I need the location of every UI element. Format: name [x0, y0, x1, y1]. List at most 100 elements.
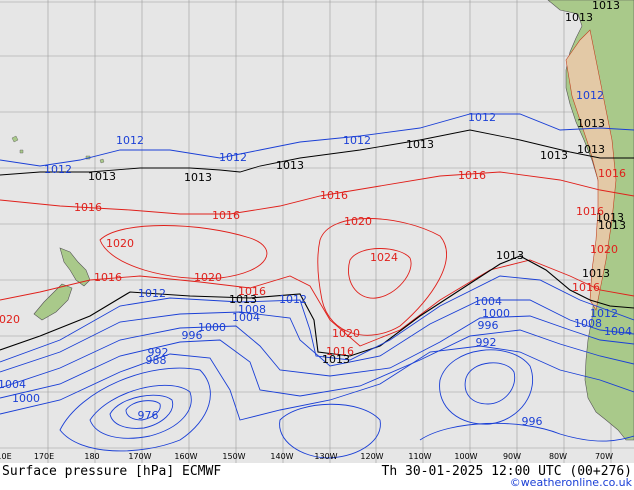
isobar-992-east	[439, 349, 534, 425]
longitude-tick-label: 170E	[34, 452, 54, 461]
isobar-label: 1013	[229, 293, 257, 306]
isobar-label: 1013	[565, 11, 593, 24]
isobar-labels: 1013 101310131013101310131013101310131013…	[0, 0, 632, 428]
isobar-1016-upper	[0, 171, 634, 215]
isobar-1000	[0, 329, 634, 399]
longitude-tick-label: 130W	[314, 452, 337, 461]
isobar-label: 1016	[238, 285, 266, 298]
isobar-1013-upper	[0, 129, 634, 176]
land-masses	[11, 0, 634, 441]
isobar-label: 1013	[577, 117, 605, 130]
isobar-label: 992	[148, 346, 169, 359]
isobar-lines	[0, 113, 634, 459]
isobar-label: 1016	[458, 169, 486, 182]
isobar-label: 1012	[468, 111, 496, 124]
longitude-tick-label: 150W	[222, 452, 245, 461]
longitude-tick-label: 70W	[595, 452, 613, 461]
longitude-tick-label: 90W	[503, 452, 521, 461]
isobar-label: 1016	[212, 209, 240, 222]
new-zealand-north	[59, 247, 91, 287]
isobar-label: 1020	[194, 271, 222, 284]
isobar-label: 1012	[590, 307, 618, 320]
isobar-label: 1012	[219, 151, 247, 164]
isobar-label: 996	[182, 329, 203, 342]
isobar-label: 1013	[184, 171, 212, 184]
isobar-label: 1020	[106, 237, 134, 250]
isobar-label: 1020	[0, 313, 20, 326]
longitude-tick-label: 80W	[549, 452, 567, 461]
isobar-label: 1020	[332, 327, 360, 340]
isobar-label: 1004	[232, 311, 260, 324]
isobar-1013-lower	[0, 255, 634, 357]
andes-highland	[565, 29, 617, 311]
credit-text: ©weatheronline.co.uk	[510, 476, 633, 489]
isobar-label: 1016	[576, 205, 604, 218]
isobar-996-southeast	[419, 422, 634, 442]
isobar-1008	[0, 299, 634, 373]
isobar-label: 1000	[198, 321, 226, 334]
isobar-label: 1013	[592, 0, 620, 12]
isobar-1004	[0, 315, 634, 389]
isobar-label: 1020	[590, 243, 618, 256]
isobar-label: 1012	[44, 163, 72, 176]
isobar-label: 1013	[406, 138, 434, 151]
isobar-1024	[348, 248, 412, 299]
isobar-992-ring	[59, 367, 211, 452]
new-zealand-south	[33, 283, 73, 321]
isobar-988-ring	[89, 384, 192, 439]
isobar-label: 1012	[116, 134, 144, 147]
isobar-1004-south	[279, 403, 381, 459]
isobar-label: 996	[478, 319, 499, 332]
longitude-ticks: 10E 170E 180 170W 160W 150W 140W 130W 120W 110W 10…	[0, 452, 613, 461]
longitude-tick-label: 170W	[128, 452, 151, 461]
isobar-label: 1008	[238, 303, 266, 316]
longitude-tick-label: 120W	[360, 452, 383, 461]
isobar-984-ring	[109, 394, 174, 429]
isobar-label: 1012	[576, 89, 604, 102]
isobar-label: 1016	[326, 345, 354, 358]
isobar-996	[0, 345, 634, 421]
isobar-label: 1000	[482, 307, 510, 320]
isobar-label: 1016	[572, 281, 600, 294]
isobar-label: 1000	[12, 392, 40, 405]
isobar-label: 1024	[370, 251, 398, 264]
isobar-label: 1013	[322, 353, 350, 366]
longitude-tick-label: 160W	[174, 452, 197, 461]
valid-time: Th 30-01-2025 12:00 UTC (00+276)	[382, 464, 632, 479]
longitude-tick-label: 180	[84, 452, 99, 461]
sea-background	[0, 0, 634, 463]
isobar-label: 1004	[604, 325, 632, 338]
isobar-label: 1013	[496, 249, 524, 262]
isobar-label: 996	[522, 415, 543, 428]
isobar-label: 1013	[577, 143, 605, 156]
isobar-label: 988	[146, 354, 167, 367]
longitude-tick-label: 10E	[0, 452, 12, 461]
isobar-label: 992	[476, 336, 497, 349]
isobar-label: 1008	[574, 317, 602, 330]
isobar-label: 1013	[582, 267, 610, 280]
isobar-1012-lower	[0, 275, 634, 363]
isobar-label: 1004	[0, 378, 26, 391]
isobar-1020-west	[99, 225, 268, 280]
map-title: Surface pressure [hPa] ECMWF	[2, 464, 221, 479]
lat-lon-grid	[0, 0, 634, 463]
longitude-tick-label: 140W	[270, 452, 293, 461]
longitude-tick-label: 110W	[408, 452, 431, 461]
isobar-1012-upper	[0, 113, 634, 167]
isobar-label: 1020	[344, 215, 372, 228]
isobar-1020-east	[317, 218, 447, 336]
isobar-1016-lower	[0, 259, 634, 347]
isobar-label: 1013	[598, 219, 626, 232]
isobar-label: 976	[138, 409, 159, 422]
isobar-label: 1016	[74, 201, 102, 214]
isobar-label: 1013	[88, 170, 116, 183]
isobar-label: 1016	[320, 189, 348, 202]
isobar-label: 1004	[474, 295, 502, 308]
footer-bar	[0, 463, 634, 490]
isobar-label: 1012	[343, 134, 371, 147]
longitude-tick-label: 100W	[454, 452, 477, 461]
isobar-988-east	[464, 362, 516, 405]
isobar-label: 1013	[540, 149, 568, 162]
isobar-label: 1016	[598, 167, 626, 180]
